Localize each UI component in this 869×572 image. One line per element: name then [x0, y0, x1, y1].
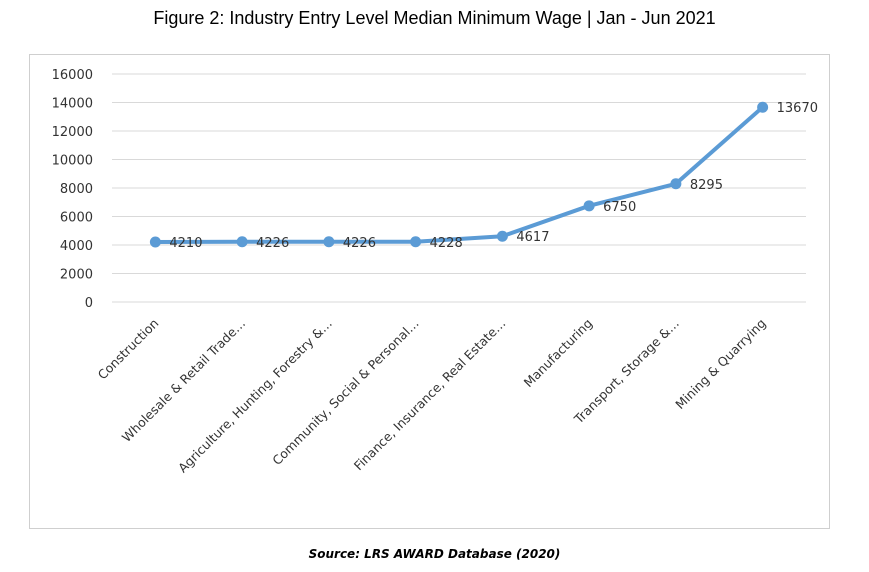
data-label: 6750: [603, 200, 636, 215]
y-axis: 0 2000 4000 6000 8000 10000 12000 14000 16000: [52, 68, 93, 311]
data-point: [149, 236, 161, 248]
data-label: 4617: [516, 230, 549, 245]
y-tick-label: 16000: [52, 68, 93, 83]
data-point: [670, 178, 682, 190]
data-label: 8295: [690, 178, 723, 193]
y-tick-label: 0: [85, 296, 93, 311]
y-tick-label: 14000: [52, 97, 93, 112]
data-label: 4226: [343, 236, 376, 251]
x-tick-label: Mining & Quarrying: [672, 316, 768, 412]
data-point: [757, 101, 769, 113]
data-labels: 4210 4226 4226 4228 4617 6750 8295 13670: [169, 101, 818, 251]
chart-title: Figure 2: Industry Entry Level Median Mi…: [153, 8, 716, 28]
y-tick-label: 12000: [52, 125, 93, 140]
series-group: [149, 101, 769, 248]
x-tick-label: Finance, Insurance, Real Estate…: [351, 316, 509, 474]
data-point: [323, 236, 335, 248]
y-tick-label: 4000: [60, 239, 93, 254]
y-tick-label: 6000: [60, 211, 93, 226]
x-tick-label: Manufacturing: [521, 316, 596, 391]
y-tick-label: 10000: [52, 154, 93, 169]
source-note: Source: LRS AWARD Database (2020): [308, 547, 561, 561]
x-tick-label: Agriculture, Hunting, Forestry &…: [175, 316, 335, 476]
data-point: [583, 200, 595, 212]
data-point: [236, 236, 248, 248]
data-label: 13670: [777, 101, 818, 116]
data-point: [496, 230, 508, 242]
chart-frame: [29, 54, 830, 529]
y-tick-label: 2000: [60, 268, 93, 283]
series-line: [153, 105, 765, 245]
data-label: 4210: [169, 236, 202, 251]
x-tick-label: Construction: [95, 316, 162, 383]
data-point: [410, 236, 422, 248]
y-tick-label: 8000: [60, 182, 93, 197]
gridlines: [112, 73, 806, 303]
x-tick-label: Community, Social & Personal…: [269, 316, 422, 469]
data-label: 4226: [256, 236, 289, 251]
data-label: 4228: [430, 236, 463, 251]
